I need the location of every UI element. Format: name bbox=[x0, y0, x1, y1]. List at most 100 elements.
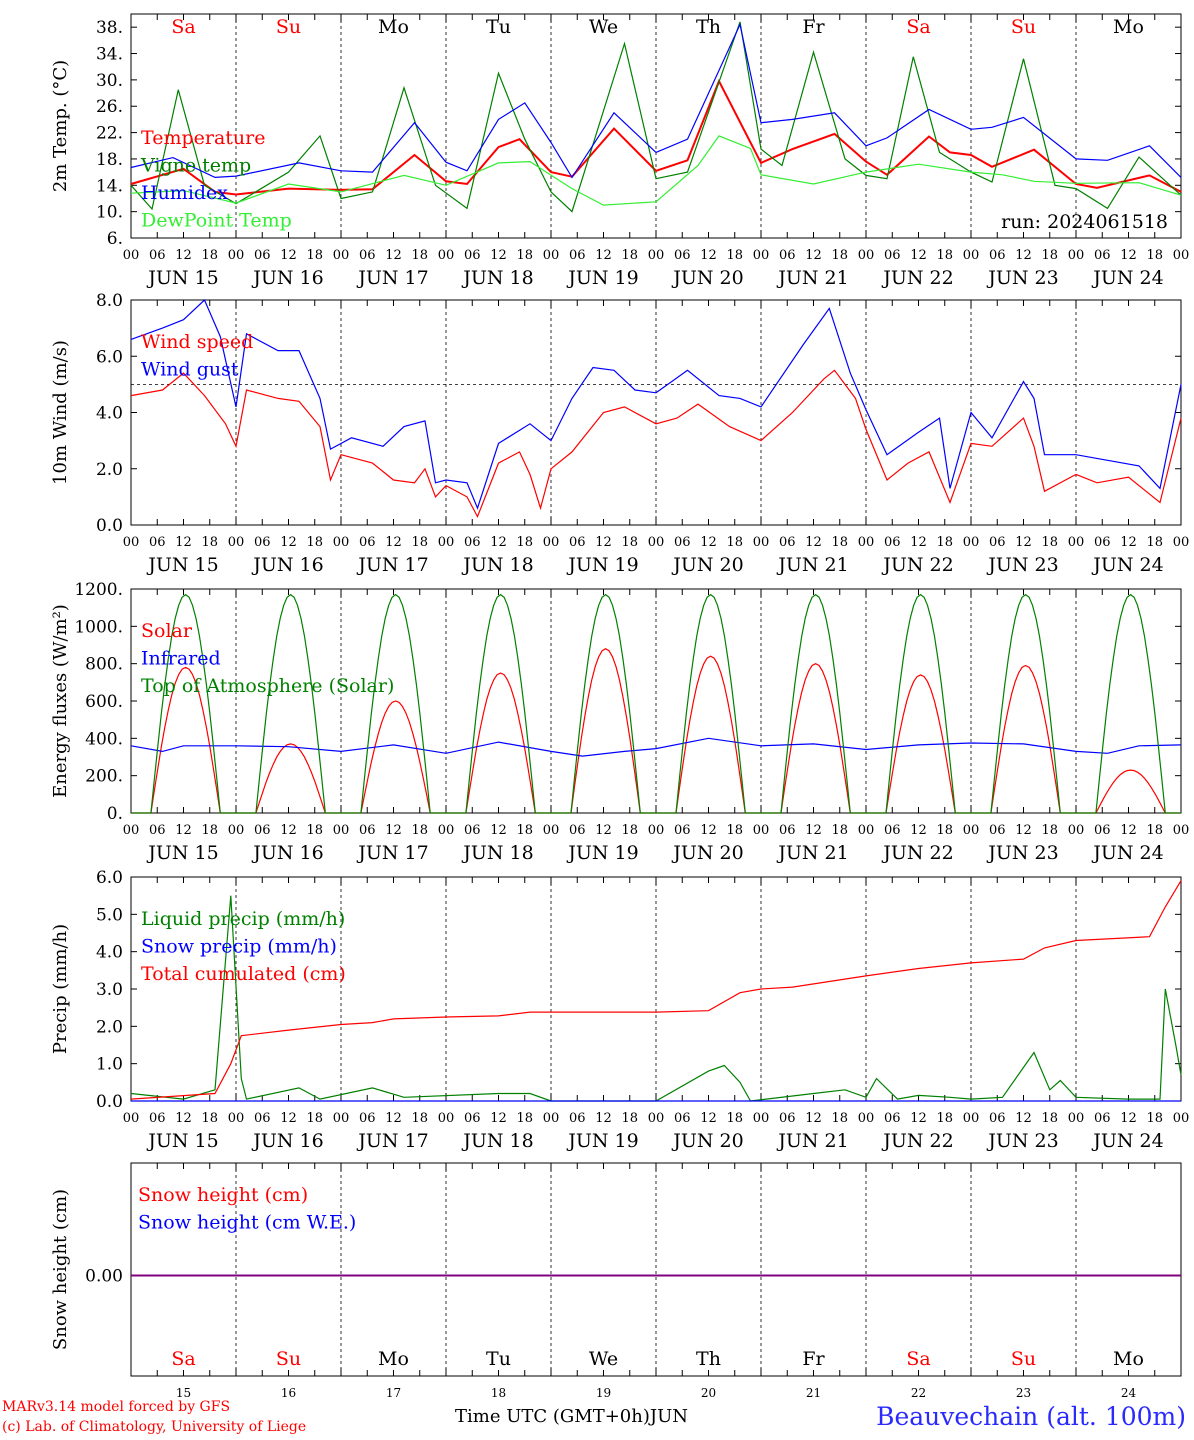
hour-label: 06 bbox=[989, 535, 1006, 550]
weekday-label: We bbox=[589, 16, 618, 38]
hour-label: 06 bbox=[464, 1111, 481, 1126]
weekday-label: Fr bbox=[802, 1348, 825, 1370]
hour-label: 18 bbox=[201, 1111, 218, 1126]
date-label: JUN 15 bbox=[146, 1130, 218, 1152]
hour-label: 00 bbox=[963, 248, 980, 263]
hour-label: 06 bbox=[779, 248, 796, 263]
hour-label: 18 bbox=[201, 823, 218, 838]
weekday-label: Sa bbox=[906, 16, 930, 38]
hour-label: 12 bbox=[1015, 248, 1032, 263]
hour-label: 06 bbox=[674, 1111, 691, 1126]
hour-label: 00 bbox=[753, 248, 770, 263]
hour-label: 12 bbox=[490, 1111, 507, 1126]
hour-label: 18 bbox=[516, 823, 533, 838]
y-tick-label: 1.0 bbox=[96, 1055, 123, 1075]
y-tick-label: 0.00 bbox=[85, 1267, 123, 1287]
panel-frame-2 bbox=[130, 588, 1182, 814]
panel-frame-1 bbox=[130, 299, 1182, 526]
hour-label: 12 bbox=[700, 248, 717, 263]
hour-label: 00 bbox=[963, 1111, 980, 1126]
hour-label: 00 bbox=[543, 248, 560, 263]
hour-label: 00 bbox=[333, 535, 350, 550]
day-number: 20 bbox=[701, 1386, 716, 1400]
hour-label: 00 bbox=[648, 248, 665, 263]
hour-label: 00 bbox=[1173, 535, 1190, 550]
hour-label: 18 bbox=[1041, 823, 1058, 838]
hour-label: 12 bbox=[805, 1111, 822, 1126]
date-label: JUN 19 bbox=[566, 1130, 638, 1152]
hour-label: 00 bbox=[333, 1111, 350, 1126]
hour-label: 12 bbox=[490, 823, 507, 838]
weekday-label: We bbox=[589, 1348, 618, 1370]
y-axis-label: 2m Temp. (°C) bbox=[50, 60, 71, 192]
series-line bbox=[130, 78, 1182, 196]
y-tick-label: 2.0 bbox=[96, 460, 123, 480]
hour-label: 12 bbox=[280, 535, 297, 550]
y-tick-label: 6.0 bbox=[96, 347, 123, 367]
hour-label: 06 bbox=[149, 823, 166, 838]
hour-label: 00 bbox=[1173, 823, 1190, 838]
date-label: JUN 17 bbox=[356, 554, 428, 576]
hour-label: 06 bbox=[569, 823, 586, 838]
hour-label: 00 bbox=[123, 823, 140, 838]
hour-label: 18 bbox=[1146, 1111, 1163, 1126]
hour-label: 12 bbox=[175, 535, 192, 550]
date-label: JUN 19 bbox=[566, 267, 638, 289]
y-tick-label: 26. bbox=[96, 97, 123, 117]
hour-label: 18 bbox=[726, 823, 743, 838]
y-tick-label: 400. bbox=[85, 729, 123, 749]
series-line bbox=[130, 895, 1182, 1102]
hour-label: 00 bbox=[123, 1111, 140, 1126]
hour-label: 06 bbox=[464, 248, 481, 263]
hour-label: 12 bbox=[1015, 823, 1032, 838]
hour-label: 18 bbox=[306, 1111, 323, 1126]
weekday-label: Mo bbox=[378, 16, 409, 38]
hour-label: 06 bbox=[569, 1111, 586, 1126]
hour-label: 12 bbox=[805, 823, 822, 838]
weekday-label: Su bbox=[1011, 16, 1036, 38]
model-credit: MARv3.14 model forced by GFS bbox=[2, 1399, 231, 1415]
hour-label: 00 bbox=[648, 823, 665, 838]
date-label: JUN 22 bbox=[881, 842, 953, 864]
date-label: JUN 20 bbox=[671, 554, 743, 576]
hour-label: 12 bbox=[1120, 1111, 1137, 1126]
hour-label: 06 bbox=[149, 1111, 166, 1126]
y-tick-label: 2.0 bbox=[96, 1017, 123, 1037]
legend-entry: Infrared bbox=[141, 648, 221, 670]
date-label: JUN 23 bbox=[986, 842, 1058, 864]
hour-label: 00 bbox=[753, 535, 770, 550]
date-label: JUN 20 bbox=[671, 1130, 743, 1152]
date-label: JUN 22 bbox=[881, 1130, 953, 1152]
hour-label: 00 bbox=[858, 248, 875, 263]
hour-label: 18 bbox=[1041, 248, 1058, 263]
run-label: run: 2024061518 bbox=[1001, 211, 1168, 233]
y-tick-label: 1000. bbox=[74, 617, 123, 637]
x-axis-title: Time UTC (GMT+0h) bbox=[455, 1406, 650, 1427]
legend-entry: Wind gust bbox=[141, 359, 239, 381]
hour-label: 06 bbox=[884, 1111, 901, 1126]
hour-label: 18 bbox=[411, 823, 428, 838]
hour-label: 06 bbox=[989, 823, 1006, 838]
hour-label: 06 bbox=[989, 1111, 1006, 1126]
day-number: 24 bbox=[1121, 1386, 1137, 1400]
hour-label: 12 bbox=[805, 535, 822, 550]
date-label: JUN 18 bbox=[461, 267, 533, 289]
hour-label: 18 bbox=[1146, 535, 1163, 550]
date-label: JUN 24 bbox=[1091, 1130, 1163, 1152]
hour-label: 18 bbox=[201, 248, 218, 263]
hour-label: 06 bbox=[674, 823, 691, 838]
weekday-label: Su bbox=[276, 1348, 301, 1370]
hour-label: 00 bbox=[1173, 248, 1190, 263]
legend-entry: Solar bbox=[141, 620, 193, 642]
hour-label: 18 bbox=[831, 535, 848, 550]
hour-label: 00 bbox=[858, 535, 875, 550]
hour-label: 12 bbox=[385, 248, 402, 263]
hour-label: 18 bbox=[411, 1111, 428, 1126]
hour-label: 18 bbox=[306, 535, 323, 550]
hour-label: 00 bbox=[543, 823, 560, 838]
hour-label: 00 bbox=[438, 1111, 455, 1126]
legend-entry: Liquid precip (mm/h) bbox=[141, 908, 345, 930]
date-label: JUN 18 bbox=[461, 1130, 533, 1152]
y-tick-label: 200. bbox=[85, 767, 123, 787]
